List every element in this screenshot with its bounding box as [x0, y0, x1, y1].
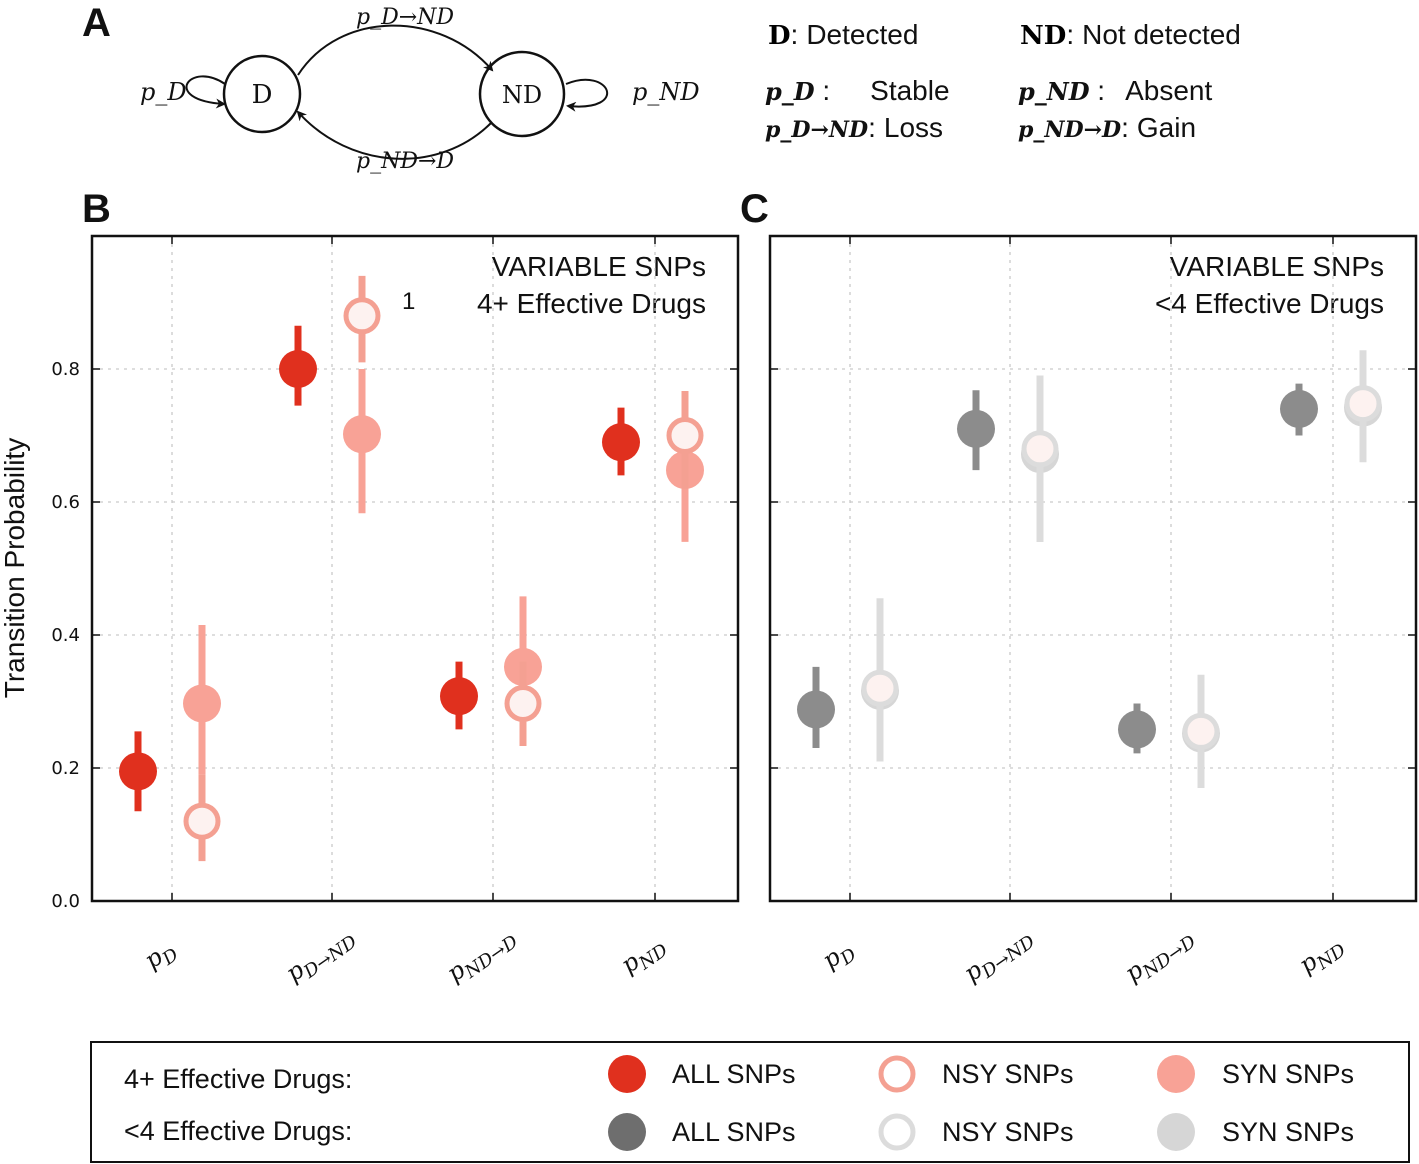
point-syn: [183, 684, 221, 723]
x-category-label: pND→D: [1120, 921, 1201, 991]
panel-c-ticks: [770, 236, 1416, 902]
edge-loop-nd: [565, 78, 609, 112]
panel-b-title-line2: 4+ Effective Drugs: [477, 288, 706, 319]
state-nd-label: ND: [502, 81, 542, 109]
point-nsy: [666, 417, 704, 454]
legend-nsy-lt4-text: NSY SNPs: [942, 1117, 1074, 1147]
x-category-label: pD: [139, 934, 183, 978]
legend-row1-label: 4+ Effective Drugs:: [124, 1064, 352, 1094]
x-category-label: pND: [1294, 930, 1351, 983]
panel-b-x-labels: pD pD→ND pND→D pND: [139, 921, 673, 991]
panel-b-marks: [119, 275, 704, 862]
edge-nd-to-d: [296, 110, 493, 160]
panel-c-label: C: [740, 187, 769, 231]
panel-a: A D ND p_D p_ND p_D→ND p_ND→D D: Detected…: [82, 1, 1241, 174]
legend-nsy-4plus-marker: [878, 1055, 916, 1093]
point-all: [602, 423, 640, 462]
point-nsy: [1344, 385, 1382, 423]
legend-nsy-lt4-marker: [878, 1113, 916, 1151]
loop-d-label: p_D: [140, 78, 187, 106]
panel-c-marks: [797, 350, 1382, 788]
d-to-nd-label: p_D→ND: [356, 5, 454, 30]
legend-syn-4plus-marker: [1157, 1055, 1195, 1093]
panel-c-frame: [768, 234, 1418, 903]
legend: 4+ Effective Drugs: <4 Effective Drugs: …: [90, 1041, 1410, 1163]
y-tick-label: 0.2: [51, 758, 80, 779]
y-tick-label: 0.6: [51, 492, 80, 513]
y-tick-label: 0.4: [51, 625, 80, 646]
legend-all-4plus-text: ALL SNPs: [672, 1059, 796, 1089]
point-nsy: [1021, 430, 1059, 468]
key-absent: p_ND : Absent: [1018, 75, 1212, 106]
edge-d-to-nd: [297, 24, 494, 76]
panel-a-label: A: [82, 1, 111, 45]
panel-b-label: B: [82, 187, 111, 231]
legend-nsy-4plus-text: NSY SNPs: [942, 1059, 1074, 1089]
legend-all-4plus-marker: [608, 1055, 646, 1093]
legend-row2-label: <4 Effective Drugs:: [124, 1116, 352, 1146]
point-nsy: [343, 297, 381, 335]
key-loss: p_D→ND: Loss: [765, 112, 943, 143]
nd-to-d-label: p_ND→D: [356, 149, 454, 174]
panel-b-annotation: 1: [402, 288, 415, 315]
point-all: [957, 409, 995, 448]
x-category-label: pND→D: [442, 921, 523, 991]
diagram-key: D: Detected ND: Not detected p_D : Stable p…: [765, 19, 1241, 143]
point-nsy: [1182, 712, 1220, 750]
point-all: [797, 690, 835, 729]
legend-all-lt4-marker: [608, 1113, 646, 1151]
key-gain: p_ND→D: Gain: [1018, 112, 1196, 143]
x-category-label: pD→ND: [959, 921, 1040, 991]
panel-b: B VARIABLE SNPs 4+ Effective Drugs 1 Tra…: [0, 187, 740, 991]
panel-c-grid: [770, 236, 1416, 902]
panel-c-x-labels: pD pD→ND pND→D pND: [817, 921, 1351, 991]
point-nsy: [504, 684, 542, 722]
panel-b-grid: [92, 236, 738, 902]
legend-syn-lt4-marker: [1157, 1113, 1195, 1151]
legend-all-lt4-text: ALL SNPs: [672, 1117, 796, 1147]
point-all: [440, 677, 478, 716]
point-syn: [343, 415, 381, 454]
legend-syn-4plus-text: SYN SNPs: [1222, 1059, 1354, 1089]
x-category-label: pD→ND: [281, 921, 362, 991]
point-nsy: [183, 802, 221, 840]
key-detected: D: Detected: [768, 19, 918, 51]
y-tick-label: 0.8: [51, 359, 80, 380]
panel-b-title-line1: VARIABLE SNPs: [492, 251, 706, 282]
loop-nd-label: p_ND: [632, 78, 700, 106]
x-category-label: pND: [616, 930, 673, 983]
panel-c-title-line2: <4 Effective Drugs: [1155, 288, 1384, 319]
key-stable: p_D : Stable: [765, 75, 950, 106]
point-all: [1280, 389, 1318, 428]
panel-b-frame: [90, 234, 740, 903]
y-axis-title: Transition Probability: [0, 438, 30, 698]
panel-c-title-line1: VARIABLE SNPs: [1170, 251, 1384, 282]
point-all: [279, 350, 317, 388]
edge-loop-d: [185, 75, 226, 109]
panel-c: C VARIABLE SNPs <4 Effective Drugs pD pD→…: [740, 187, 1418, 991]
x-category-label: pD: [817, 934, 861, 978]
state-d-label: D: [252, 80, 273, 110]
point-all: [1118, 710, 1156, 749]
state-d-node: [222, 54, 302, 134]
legend-syn-lt4-text: SYN SNPs: [1222, 1117, 1354, 1147]
panel-b-ticks: 0.0 0.2 0.4 0.6 0.8: [51, 236, 738, 912]
key-not-detected: ND: Not detected: [1020, 19, 1241, 51]
y-tick-label: 0.0: [51, 891, 80, 912]
point-all: [119, 752, 157, 791]
state-nd-node: [478, 50, 566, 138]
point-nsy: [861, 669, 899, 707]
